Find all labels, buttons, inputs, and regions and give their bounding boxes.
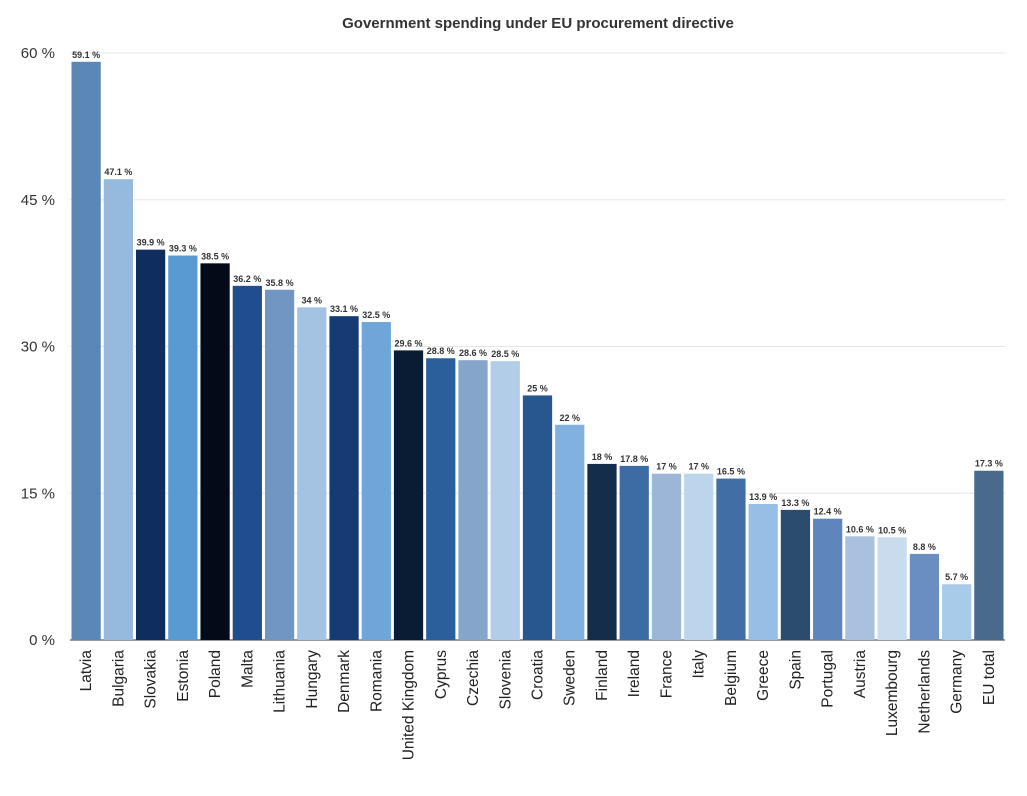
data-label: 28.5 %	[491, 349, 519, 359]
bar[interactable]	[619, 465, 649, 640]
bar[interactable]	[168, 255, 198, 640]
x-tick-label: EU total	[981, 650, 998, 705]
bar[interactable]	[651, 473, 682, 640]
data-label: 8.8 %	[913, 542, 936, 552]
bar[interactable]	[522, 395, 553, 640]
bar[interactable]	[974, 470, 1004, 640]
bar[interactable]	[748, 504, 778, 640]
data-label: 10.6 %	[846, 524, 874, 534]
y-tick-label: 60 %	[21, 45, 55, 62]
x-tick-label: Greece	[755, 650, 772, 701]
x-tick-label: Bulgaria	[110, 650, 127, 707]
data-label: 12.4 %	[814, 507, 842, 517]
data-labels: 59.1 % 47.1 % 39.9 % 39.3 % 38.5 % 36.2 % 35.8…	[72, 50, 1003, 582]
data-label: 38.5 %	[201, 251, 229, 261]
bar[interactable]	[232, 285, 262, 640]
data-label: 10.5 %	[878, 525, 906, 535]
bar[interactable]	[264, 289, 295, 640]
x-tick-label: Belgium	[723, 650, 740, 706]
bar[interactable]	[200, 263, 230, 640]
x-tick-label: France	[658, 650, 675, 698]
data-label: 59.1 %	[72, 50, 100, 60]
x-tick-label: Austria	[852, 650, 869, 699]
data-label: 17 %	[688, 462, 709, 472]
data-label: 28.6 %	[459, 348, 487, 358]
bar[interactable]	[329, 316, 359, 640]
y-tick-label: 45 %	[21, 192, 55, 209]
bar[interactable]	[813, 518, 843, 640]
x-tick-label: Denmark	[336, 650, 353, 713]
bar[interactable]	[297, 307, 327, 640]
x-tick-label: Estonia	[175, 650, 192, 702]
bar[interactable]	[71, 61, 101, 641]
x-tick-label: Slovenia	[497, 650, 514, 710]
data-label: 25 %	[527, 383, 548, 393]
x-tick-label: Czechia	[465, 650, 482, 706]
bar[interactable]	[103, 179, 133, 640]
data-label: 5.7 %	[945, 572, 968, 582]
x-tick-label: Cyprus	[433, 650, 450, 699]
data-label: 47.1 %	[104, 167, 132, 177]
x-tick-label: Portugal	[820, 650, 837, 708]
data-label: 22 %	[559, 413, 580, 423]
data-label: 34 %	[302, 295, 323, 305]
y-tick-label: 0 %	[29, 632, 55, 649]
x-axis: Latvia Bulgaria Slovakia Estonia Poland Malta…	[78, 650, 998, 761]
bar[interactable]	[780, 509, 811, 640]
x-tick-label: Sweden	[562, 650, 579, 706]
x-tick-label: Lithuania	[272, 650, 289, 713]
x-tick-label: Croatia	[530, 650, 547, 700]
x-tick-label: Luxembourg	[884, 650, 901, 736]
bar[interactable]	[458, 360, 488, 640]
x-tick-label: Slovakia	[143, 650, 160, 709]
x-tick-label: Hungary	[304, 650, 321, 709]
data-label: 32.5 %	[362, 310, 390, 320]
x-tick-label: Ireland	[626, 650, 643, 697]
x-tick-label: Finland	[594, 650, 611, 701]
x-tick-label: Romania	[368, 650, 385, 712]
bar[interactable]	[845, 536, 875, 640]
bar[interactable]	[361, 322, 391, 640]
data-label: 17.3 %	[975, 459, 1003, 469]
x-tick-label: Poland	[207, 650, 224, 698]
bar[interactable]	[877, 537, 907, 640]
chart-title: Government spending under EU procurement…	[342, 15, 734, 32]
data-label: 36.2 %	[233, 274, 261, 284]
data-label: 17.8 %	[620, 454, 648, 464]
bar[interactable]	[942, 584, 972, 640]
data-label: 39.9 %	[137, 238, 165, 248]
data-label: 16.5 %	[717, 467, 745, 477]
x-tick-label: Spain	[787, 650, 804, 690]
bar[interactable]	[135, 249, 166, 640]
data-label: 18 %	[592, 452, 613, 462]
bar[interactable]	[587, 463, 617, 640]
data-label: 39.3 %	[169, 244, 197, 254]
bar[interactable]	[684, 473, 714, 640]
bar[interactable]	[555, 424, 585, 640]
bar[interactable]	[716, 478, 746, 640]
y-tick-label: 15 %	[21, 485, 55, 502]
data-label: 17 %	[656, 462, 677, 472]
data-label: 13.3 %	[781, 498, 809, 508]
y-tick-label: 30 %	[21, 339, 55, 356]
y-axis: 0 % 15 % 30 % 45 % 60 %	[21, 45, 55, 649]
x-tick-label: Germany	[949, 650, 966, 714]
bar[interactable]	[909, 553, 940, 640]
bar[interactable]	[490, 361, 520, 640]
bars	[71, 61, 1004, 641]
data-label: 13.9 %	[749, 492, 777, 502]
x-tick-label: Malta	[239, 650, 256, 688]
x-tick-label: Italy	[691, 650, 708, 679]
data-label: 28.8 %	[427, 346, 455, 356]
data-label: 33.1 %	[330, 304, 358, 314]
x-tick-label: United Kingdom	[401, 650, 418, 760]
bar[interactable]	[393, 350, 424, 640]
data-label: 29.6 %	[395, 338, 423, 348]
x-tick-label: Netherlands	[916, 650, 933, 734]
x-tick-label: Latvia	[78, 650, 95, 692]
bar[interactable]	[426, 358, 456, 640]
data-label: 35.8 %	[266, 278, 294, 288]
